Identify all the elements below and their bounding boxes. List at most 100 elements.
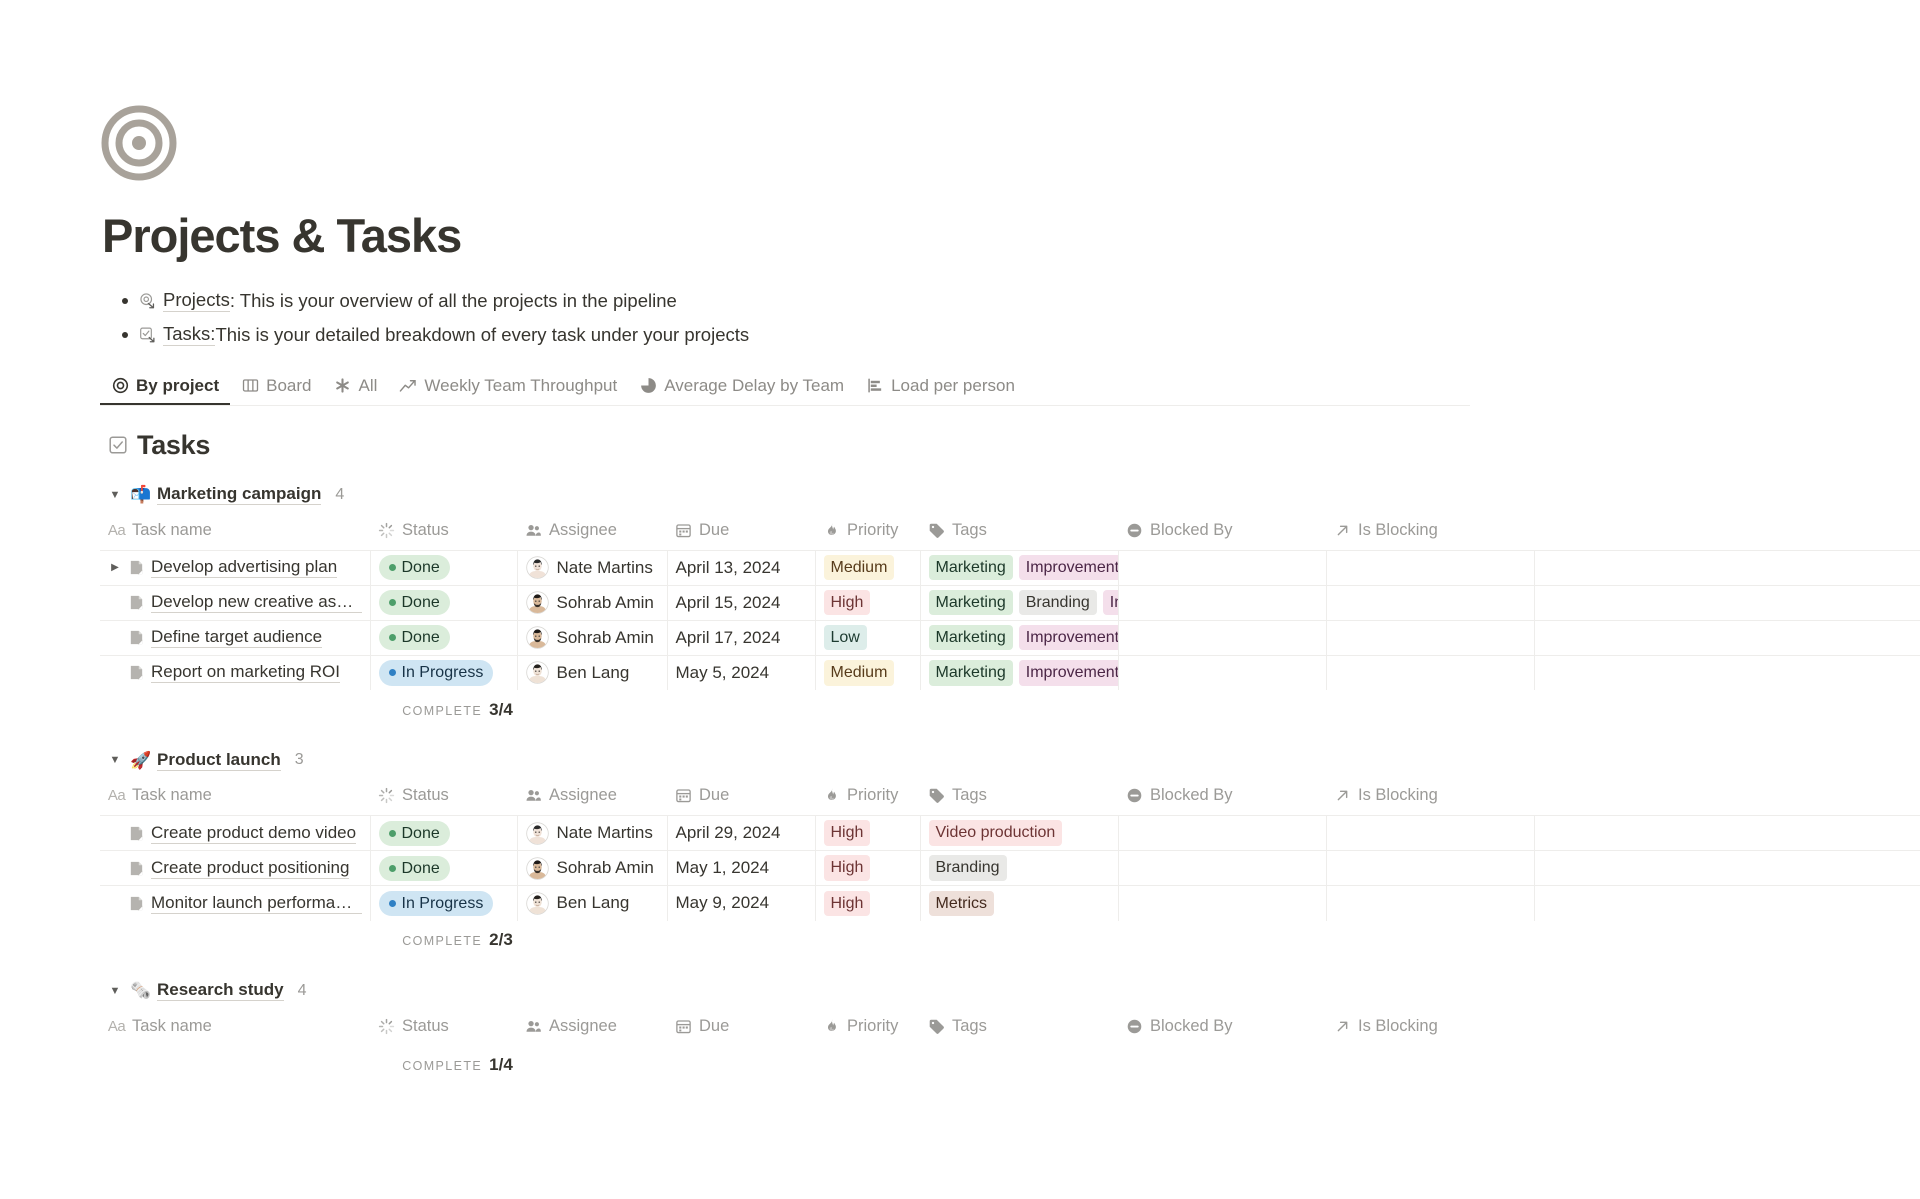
tag-chip[interactable]: Branding	[1018, 589, 1097, 616]
column-header-task-name[interactable]: Aa Task name	[100, 782, 370, 816]
projects-link[interactable]: Projects	[163, 289, 230, 313]
cell-is-blocking[interactable]	[1326, 885, 1535, 921]
column-header-is-blocking[interactable]: Is Blocking	[1326, 782, 1534, 816]
status-badge[interactable]: Done	[378, 555, 450, 581]
cell-due[interactable]: May 9, 2024	[667, 885, 816, 921]
tag-chip[interactable]: Marketing	[928, 660, 1013, 686]
cell-due[interactable]: April 13, 2024	[667, 549, 816, 586]
cell-task-name[interactable]: Create product positioning	[100, 850, 371, 886]
column-header-task-name[interactable]: Aa Task name	[100, 517, 370, 551]
status-badge[interactable]: Done	[378, 625, 450, 651]
column-header-task-name[interactable]: Aa Task name	[100, 1013, 370, 1046]
column-header-assignee[interactable]: Assignee	[517, 782, 667, 816]
column-header-blocked-by[interactable]: Blocked By	[1118, 517, 1326, 551]
table-row[interactable]: Define target audience Done Sohrab Amin …	[100, 619, 1920, 656]
column-header-status[interactable]: Status	[370, 517, 517, 551]
column-header-due[interactable]: Due	[667, 782, 815, 816]
group-header[interactable]: ▼ 🗞️ Research study 4	[100, 977, 1920, 1005]
tab-all[interactable]: All	[323, 370, 389, 405]
priority-chip[interactable]: Medium	[823, 554, 895, 581]
column-header-tags[interactable]: Tags	[920, 1013, 1118, 1046]
priority-chip[interactable]: Low	[823, 624, 867, 651]
cell-due[interactable]: April 17, 2024	[667, 619, 816, 656]
column-header-blocked-by[interactable]: Blocked By	[1118, 1013, 1326, 1046]
priority-chip[interactable]: Medium	[823, 660, 895, 686]
cell-status[interactable]: Done	[370, 815, 518, 851]
table-row[interactable]: Create product positioning Done Sohrab A…	[100, 850, 1920, 886]
group-header[interactable]: ▼ 🚀 Product launch 3	[100, 746, 1920, 774]
column-header-priority[interactable]: Priority	[815, 517, 920, 551]
cell-due[interactable]: April 29, 2024	[667, 815, 816, 851]
cell-is-blocking[interactable]	[1326, 619, 1535, 656]
tag-chip[interactable]: Improvement	[1102, 589, 1117, 616]
cell-blocked-by[interactable]	[1118, 654, 1327, 691]
cell-task-name[interactable]: Develop new creative assets	[100, 584, 371, 621]
collapse-caret-icon[interactable]: ▼	[109, 488, 121, 501]
cell-tags[interactable]: Marketing Improvement	[920, 619, 1119, 656]
priority-chip[interactable]: High	[823, 589, 871, 616]
cell-tags[interactable]: Video production	[920, 815, 1119, 851]
tag-chip[interactable]: Marketing	[928, 554, 1013, 581]
cell-tags[interactable]: Metrics	[920, 885, 1119, 921]
priority-chip[interactable]: High	[823, 820, 871, 846]
cell-assignee[interactable]: Nate Martins	[517, 815, 668, 851]
status-badge[interactable]: In Progress	[378, 890, 494, 917]
cell-assignee[interactable]: Nate Martins	[517, 549, 668, 586]
column-header-is-blocking[interactable]: Is Blocking	[1326, 1013, 1534, 1046]
cell-due[interactable]: May 5, 2024	[667, 654, 816, 691]
cell-is-blocking[interactable]	[1326, 549, 1535, 586]
group-name[interactable]: Product launch	[157, 749, 281, 771]
column-header-tags[interactable]: Tags	[920, 782, 1118, 816]
tag-chip[interactable]: Video production	[928, 820, 1063, 846]
cell-is-blocking[interactable]	[1326, 584, 1535, 621]
status-badge[interactable]: In Progress	[378, 660, 494, 686]
collapse-caret-icon[interactable]: ▼	[109, 984, 121, 997]
cell-tags[interactable]: Branding	[920, 850, 1119, 886]
column-header-due[interactable]: Due	[667, 1013, 815, 1046]
tab-board[interactable]: Board	[230, 370, 322, 405]
column-header-status[interactable]: Status	[370, 782, 517, 816]
column-header-assignee[interactable]: Assignee	[517, 1013, 667, 1046]
cell-priority[interactable]: High	[815, 850, 921, 886]
cell-priority[interactable]: High	[815, 584, 921, 621]
priority-chip[interactable]: High	[823, 855, 871, 881]
cell-blocked-by[interactable]	[1118, 549, 1327, 586]
cell-task-name[interactable]: ▶ Develop advertising plan	[100, 549, 371, 586]
column-header-tags[interactable]: Tags	[920, 517, 1118, 551]
cell-blocked-by[interactable]	[1118, 619, 1327, 656]
cell-blocked-by[interactable]	[1118, 850, 1327, 886]
row-expand-caret-icon[interactable]: ▶	[111, 562, 119, 574]
tab-by-project[interactable]: By project	[100, 370, 230, 405]
tab-average-delay-by-team[interactable]: Average Delay by Team	[628, 370, 855, 405]
cell-task-name[interactable]: Create product demo video	[100, 815, 371, 851]
cell-priority[interactable]: High	[815, 815, 921, 851]
cell-tags[interactable]: Marketing Improvement	[920, 549, 1119, 586]
table-row[interactable]: Develop new creative assets Done Sohrab …	[100, 584, 1920, 621]
cell-task-name[interactable]: Report on marketing ROI	[100, 654, 371, 691]
cell-status[interactable]: Done	[370, 850, 518, 886]
cell-status[interactable]: Done	[370, 619, 518, 656]
cell-status[interactable]: In Progress	[370, 885, 518, 921]
cell-due[interactable]: April 15, 2024	[667, 584, 816, 621]
column-header-priority[interactable]: Priority	[815, 1013, 920, 1046]
table-row[interactable]: Monitor launch performance In Progress B…	[100, 885, 1920, 921]
cell-is-blocking[interactable]	[1326, 850, 1535, 886]
group-header[interactable]: ▼ 📬 Marketing campaign 4	[100, 481, 1920, 509]
status-badge[interactable]: Done	[378, 820, 450, 846]
cell-tags[interactable]: Marketing Improvement	[920, 654, 1119, 691]
tag-chip[interactable]: Improvement	[1018, 554, 1117, 581]
table-row[interactable]: ▶ Develop advertising plan Done Nate Mar…	[100, 549, 1920, 586]
cell-assignee[interactable]: Sohrab Amin	[517, 584, 668, 621]
column-header-assignee[interactable]: Assignee	[517, 517, 667, 551]
tag-chip[interactable]: Metrics	[928, 890, 995, 917]
column-header-priority[interactable]: Priority	[815, 782, 920, 816]
cell-priority[interactable]: Low	[815, 619, 921, 656]
cell-blocked-by[interactable]	[1118, 885, 1327, 921]
cell-blocked-by[interactable]	[1118, 584, 1327, 621]
cell-task-name[interactable]: Monitor launch performance	[100, 885, 371, 921]
table-row[interactable]: Create product demo video Done Nate Mart…	[100, 815, 1920, 851]
tasks-link[interactable]: Tasks:	[163, 323, 216, 347]
cell-status[interactable]: Done	[370, 584, 518, 621]
column-header-is-blocking[interactable]: Is Blocking	[1326, 517, 1534, 551]
